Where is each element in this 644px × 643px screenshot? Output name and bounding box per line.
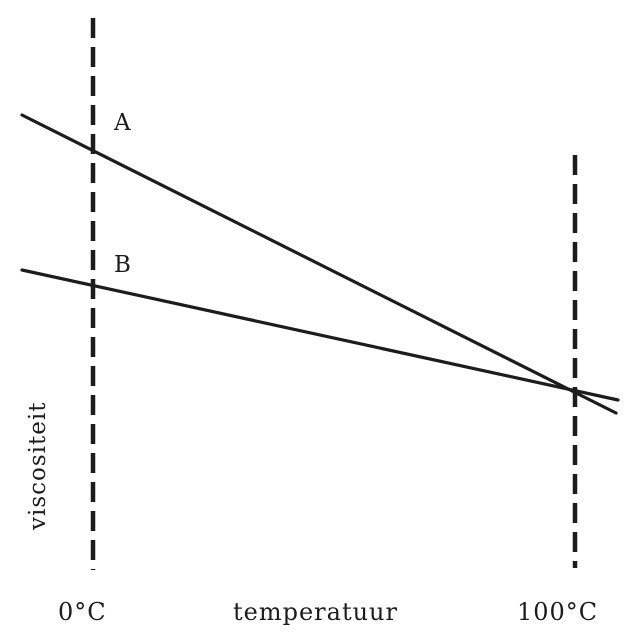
temp-low-label: 0°C [58, 598, 107, 626]
line-b-label: B [114, 252, 131, 278]
line-b [20, 268, 620, 402]
temp-high-label: 100°C [517, 598, 598, 626]
line-a [20, 113, 618, 415]
line-a-label: A [113, 110, 131, 136]
y-axis-label: viscositeit [25, 402, 51, 532]
x-axis-label: temperatuur [233, 598, 398, 626]
